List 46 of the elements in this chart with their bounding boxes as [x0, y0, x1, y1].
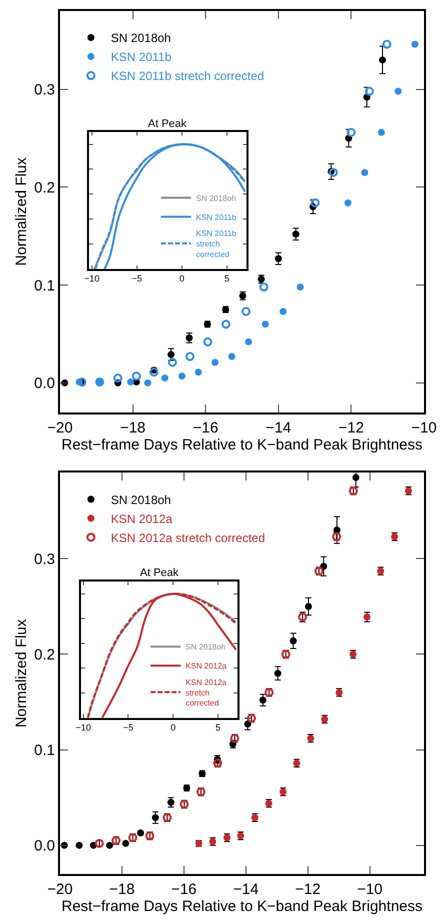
legend-label: KSN 2012a stretch corrected [186, 678, 228, 708]
x-tick-label: −18 [120, 419, 146, 436]
legend-label: KSN 2011b [110, 50, 172, 64]
y-tick-label: 0.1 [34, 742, 55, 760]
x-tick-label: −10 [411, 419, 437, 436]
legend-label: KSN 2012a stretch corrected [110, 530, 265, 545]
legend-label: KSN 2011b [196, 212, 237, 222]
x-tick-label: −16 [171, 881, 197, 898]
y-tick-label: 0.0 [34, 375, 55, 392]
x-tick-label: −12 [338, 419, 364, 436]
x-tick-label: −20 [47, 419, 73, 436]
legend-label: KSN 2011b stretch corrected [196, 229, 237, 259]
legend-label: KSN 2012a [110, 512, 173, 526]
y-tick-label: 0.2 [34, 646, 55, 664]
x-tick-label: −10 [76, 722, 91, 732]
y-tick-label: 0.2 [34, 179, 55, 196]
x-tick-label: 5 [224, 274, 230, 284]
x-tick-label: −10 [84, 274, 100, 284]
legend-label: SN 2018oh [186, 642, 226, 652]
y-tick-label: 0.3 [34, 550, 55, 568]
x-tick-label: −5 [123, 722, 134, 732]
legend-label: SN 2018oh [110, 492, 171, 507]
x-tick-label: −14 [233, 881, 259, 898]
chart-title: At Peak [148, 118, 188, 130]
legend-label: KSN 2012a [186, 662, 228, 671]
x-tick-label: −5 [132, 274, 142, 284]
x-tick-label: −14 [266, 419, 292, 436]
x-axis-title: Rest−frame Days Relative to K−band Peak Brightness [61, 436, 423, 454]
legend-label: KSN 2011b stretch corrected [110, 69, 264, 84]
x-axis-title: Rest−frame Days Relative to K−band Peak Brightness [61, 898, 423, 915]
x-tick-label: −10 [357, 881, 383, 898]
x-tick-label: −18 [109, 881, 135, 898]
chart-title: At Peak [140, 567, 180, 579]
y-axis-title: Normalized Flux [12, 618, 30, 728]
x-tick-label: 5 [215, 722, 220, 732]
x-tick-label: −20 [47, 881, 73, 898]
legend-label: SN 2018oh [196, 194, 236, 203]
y-axis-title: Normalized Flux [12, 156, 30, 266]
x-tick-label: −12 [295, 881, 321, 898]
x-tick-label: 0 [170, 722, 176, 732]
x-tick-label: 0 [179, 274, 184, 284]
y-tick-label: 0.3 [34, 82, 55, 99]
legend-label: SN 2018oh [110, 31, 171, 46]
y-tick-label: 0.0 [34, 838, 55, 855]
x-tick-label: −16 [192, 419, 218, 436]
y-tick-label: 0.1 [34, 277, 55, 294]
